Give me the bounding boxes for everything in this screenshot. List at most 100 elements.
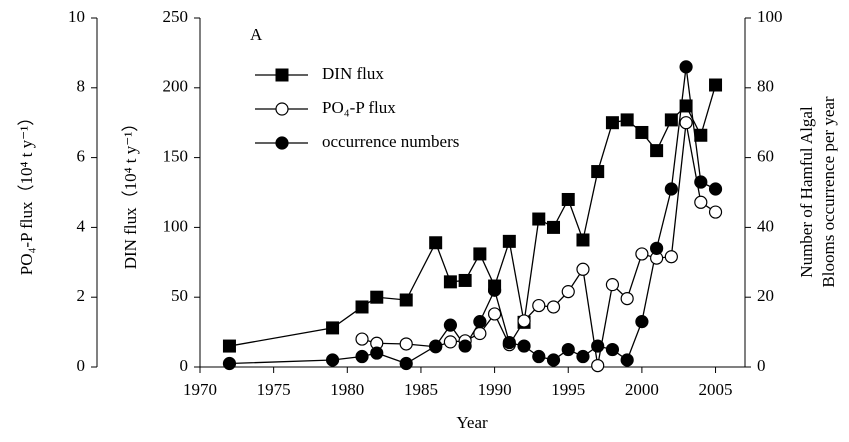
y2-tick-label: 0: [757, 356, 766, 375]
marker: [709, 78, 723, 92]
x-axis-label: Year: [456, 413, 488, 432]
legend-marker: [275, 102, 289, 116]
y-tick-label: 200: [163, 77, 189, 96]
marker: [222, 339, 236, 353]
panel-label: A: [250, 25, 263, 44]
y3-axis-label: PO₄-P flux（10⁴ t y⁻¹）: [17, 109, 36, 276]
marker: [546, 300, 561, 314]
y3-tick-label: 2: [77, 286, 86, 305]
marker: [561, 285, 575, 299]
y-tick-label: 100: [163, 216, 189, 235]
marker: [502, 234, 516, 248]
marker: [679, 99, 693, 113]
marker: [576, 349, 590, 364]
marker: [370, 290, 384, 304]
marker: [591, 165, 605, 179]
marker: [443, 318, 458, 332]
marker: [429, 236, 443, 250]
marker: [443, 275, 457, 289]
y-tick-label: 0: [180, 356, 189, 375]
marker: [532, 212, 546, 226]
y3-tick-label: 4: [77, 216, 86, 235]
legend-label: occurrence numbers: [322, 132, 459, 151]
y2-tick-label: 80: [757, 77, 774, 96]
marker: [473, 247, 487, 261]
marker: [222, 356, 237, 371]
legend-marker: [275, 136, 289, 150]
marker: [399, 356, 413, 371]
x-tick-label: 2000: [625, 380, 659, 399]
x-tick-label: 1995: [551, 380, 585, 399]
marker: [620, 291, 634, 306]
marker: [370, 346, 384, 360]
x-tick-label: 1985: [404, 380, 438, 399]
marker: [473, 326, 487, 341]
marker: [635, 125, 649, 139]
x-tick-label: 1975: [257, 380, 291, 399]
line: [229, 84, 717, 347]
marker: [532, 298, 546, 313]
marker: [694, 128, 708, 142]
y2-tick-label: 40: [757, 216, 774, 235]
marker: [694, 175, 708, 189]
marker: [561, 342, 575, 357]
marker: [591, 359, 605, 373]
marker: [605, 116, 619, 130]
y-tick-label: 50: [171, 286, 188, 305]
marker: [532, 349, 546, 364]
marker: [502, 335, 516, 350]
marker: [635, 315, 649, 329]
x-tick-label: 1990: [478, 380, 512, 399]
marker: [355, 332, 369, 346]
marker: [591, 339, 605, 353]
y3-tick-label: 0: [77, 356, 86, 375]
marker: [487, 283, 502, 297]
y2-tick-label: 60: [757, 147, 774, 166]
y3-tick-label: 6: [77, 147, 86, 166]
marker: [325, 353, 340, 367]
marker: [679, 116, 693, 130]
marker: [679, 60, 693, 74]
y3-tick-label: 8: [77, 77, 86, 96]
y-tick-label: 250: [163, 7, 189, 26]
marker: [605, 342, 620, 357]
marker: [458, 273, 472, 287]
y2-axis-label: Number of Hamful Algal: [797, 106, 816, 278]
marker: [458, 339, 472, 353]
marker: [708, 205, 723, 219]
marker: [664, 182, 678, 196]
marker: [547, 220, 561, 234]
marker: [473, 315, 487, 329]
marker: [620, 113, 634, 127]
marker: [399, 293, 413, 307]
y-axis-label: DIN flux（10⁴ t y⁻¹）: [121, 115, 140, 270]
x-tick-label: 1980: [330, 380, 364, 399]
marker: [635, 247, 649, 261]
marker: [694, 195, 708, 209]
legend-marker: [275, 68, 289, 82]
y2-axis-label: Blooms occurrence per year: [819, 96, 838, 287]
y-tick-label: 150: [163, 147, 189, 166]
marker: [605, 278, 620, 292]
x-tick-label: 2005: [699, 380, 733, 399]
legend-label: PO₄-P flux: [322, 98, 396, 117]
marker: [443, 335, 458, 349]
y2-tick-label: 20: [757, 286, 774, 305]
marker: [355, 300, 369, 314]
marker: [399, 337, 413, 351]
marker: [708, 182, 723, 196]
marker: [650, 144, 664, 158]
marker: [429, 339, 443, 353]
legend-label: DIN flux: [322, 64, 384, 83]
y2-tick-label: 100: [757, 7, 783, 26]
marker: [576, 262, 590, 276]
marker: [561, 192, 575, 206]
marker: [487, 307, 502, 321]
marker: [650, 241, 664, 255]
marker: [355, 349, 369, 364]
marker: [664, 113, 678, 127]
marker: [664, 250, 678, 264]
marker: [576, 233, 590, 247]
marker: [517, 314, 531, 328]
